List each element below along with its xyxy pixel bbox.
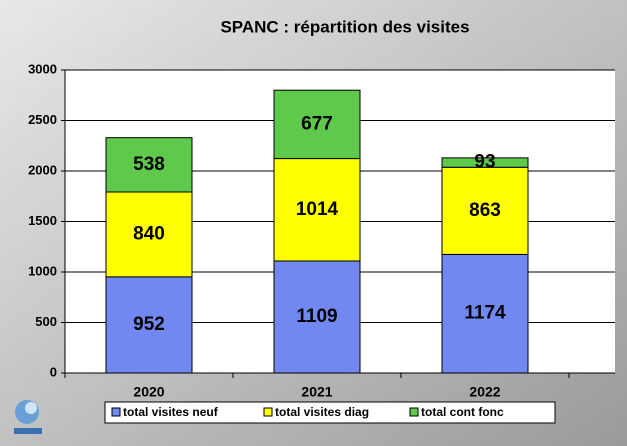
bar-segment — [273, 260, 361, 374]
legend-swatch — [409, 407, 419, 417]
x-tick-label: 2021 — [301, 384, 332, 400]
data-label: 840 — [133, 223, 165, 244]
y-tick-label: 500 — [35, 314, 57, 329]
bar-segment — [105, 137, 193, 193]
legend-swatch — [111, 407, 121, 417]
data-label: 952 — [133, 314, 165, 335]
bar-segment — [273, 89, 361, 160]
legend-label: total visites diag — [275, 405, 369, 419]
x-tick-label: 2020 — [133, 384, 164, 400]
y-tick-label: 1500 — [28, 213, 57, 228]
legend-label: total cont fonc — [421, 405, 504, 419]
y-tick-label: 0 — [50, 364, 57, 379]
y-tick-label: 3000 — [28, 61, 57, 76]
legend-swatch — [263, 407, 273, 417]
legend — [104, 401, 556, 424]
x-tick-label: 2022 — [469, 384, 500, 400]
bar-segment — [441, 166, 529, 255]
chart-title: SPANC : répartition des visites — [220, 17, 469, 36]
bar-segment — [441, 253, 529, 374]
bar-segment — [441, 157, 529, 168]
data-label: 93 — [474, 152, 495, 173]
y-tick-label: 1000 — [28, 263, 57, 278]
y-tick-label: 2000 — [28, 162, 57, 177]
data-label: 1014 — [296, 199, 339, 220]
legend-label: total visites neuf — [123, 405, 219, 419]
data-label: 1109 — [296, 306, 337, 327]
data-label: 538 — [133, 154, 165, 175]
y-tick-label: 2500 — [28, 112, 57, 127]
data-label: 1174 — [464, 303, 506, 324]
data-label: 677 — [301, 113, 333, 134]
data-label: 863 — [469, 200, 501, 221]
bar-segment — [273, 158, 361, 262]
logo — [14, 400, 42, 434]
